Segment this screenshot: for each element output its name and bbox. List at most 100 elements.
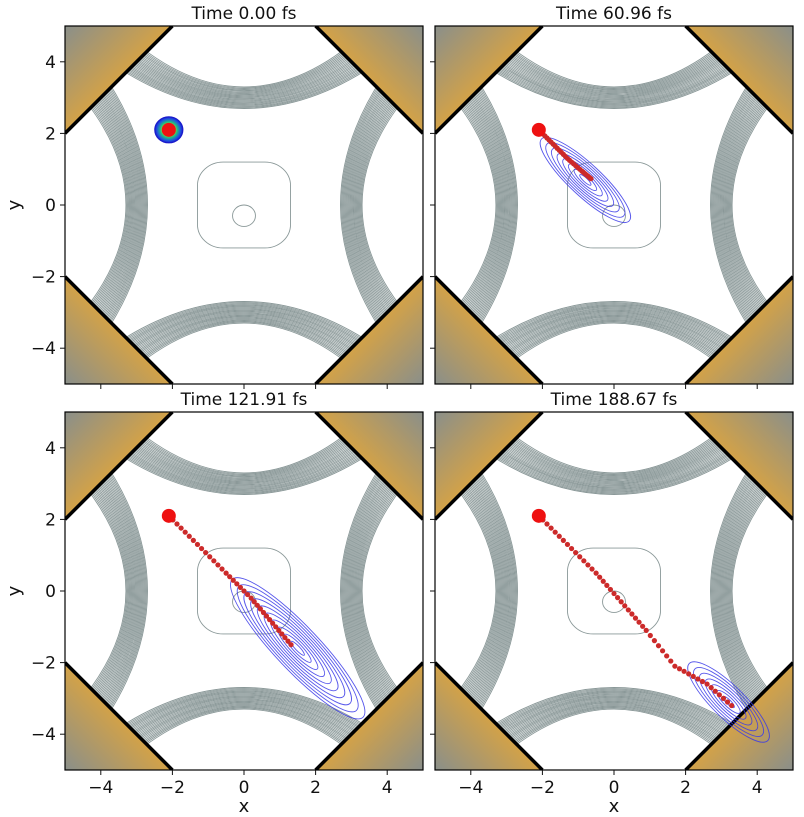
trajectory-point bbox=[244, 591, 251, 598]
start-point bbox=[161, 508, 176, 523]
trajectory-point bbox=[288, 642, 294, 648]
trajectory-point bbox=[708, 685, 714, 691]
y-tick-label: −4 bbox=[31, 339, 56, 359]
wave-packet-contour bbox=[283, 633, 312, 663]
wave-packet-contour bbox=[551, 147, 620, 213]
contour-bottom bbox=[483, 321, 745, 384]
trajectory-point bbox=[186, 533, 192, 539]
contour-top bbox=[111, 26, 377, 90]
panel-bottom-right: Time 188.67 fs −4 −2 0 2 4 x bbox=[430, 390, 794, 817]
contour-right bbox=[730, 460, 793, 722]
wave-packet-contour bbox=[539, 136, 632, 223]
contour-right bbox=[731, 462, 793, 720]
trajectory-point bbox=[614, 595, 621, 601]
wall-bottom-right-edge bbox=[684, 661, 793, 770]
wall-top-right-edge bbox=[684, 412, 793, 521]
contour-left bbox=[435, 460, 498, 722]
trajectory-point bbox=[676, 666, 683, 672]
trajectory-point bbox=[260, 609, 267, 616]
x-tick-label: 2 bbox=[310, 778, 321, 798]
wall-top-right-edge bbox=[314, 412, 423, 521]
trajectory-point bbox=[560, 537, 566, 543]
contour-right bbox=[360, 460, 423, 722]
wall-bottom-left-edge bbox=[65, 275, 174, 384]
start-point bbox=[161, 122, 176, 137]
wall-bottom-left-edge bbox=[435, 661, 544, 770]
contour-left bbox=[435, 76, 497, 334]
x-axis-label: x bbox=[609, 796, 620, 817]
contour-right bbox=[729, 72, 793, 338]
trajectory-point bbox=[686, 671, 692, 677]
wall-top-left-edge bbox=[65, 26, 174, 135]
start-point bbox=[531, 508, 546, 523]
wave-packet-contour bbox=[704, 678, 753, 726]
contour-left bbox=[65, 460, 128, 722]
contour-bottom bbox=[485, 708, 743, 770]
y-axis-label: y bbox=[4, 585, 25, 596]
y-tick-label: −2 bbox=[31, 268, 56, 288]
trajectory-point bbox=[632, 615, 639, 621]
panel-bottom-left: Time 121.91 fs 4 2 0 −2 −4 y bbox=[4, 390, 424, 775]
contour-left bbox=[435, 74, 498, 336]
y-axis-label: y bbox=[4, 199, 25, 210]
trajectory-point bbox=[230, 577, 236, 583]
trajectory-point bbox=[241, 588, 247, 594]
contour-top bbox=[113, 412, 375, 475]
contour-right bbox=[729, 458, 793, 724]
bottom-left-x-axis: −4 −2 0 2 4 x bbox=[88, 778, 392, 817]
contour-top bbox=[483, 26, 745, 89]
trajectory-point bbox=[203, 550, 209, 556]
trajectory-point bbox=[643, 627, 649, 633]
contour-bottom bbox=[483, 707, 745, 770]
contour-right bbox=[359, 72, 423, 338]
trajectory-point bbox=[581, 558, 587, 564]
y-tick-label: 0 bbox=[45, 196, 56, 216]
trajectory-point bbox=[611, 590, 617, 597]
wave-packet-contour bbox=[698, 672, 759, 732]
trajectory-point bbox=[182, 529, 188, 535]
trajectory-point bbox=[573, 550, 579, 556]
contour-right bbox=[360, 74, 423, 336]
contour-top bbox=[481, 412, 747, 476]
wall-top-left-edge bbox=[435, 26, 544, 135]
trajectory-point bbox=[729, 702, 735, 709]
trajectory-point bbox=[600, 578, 606, 584]
x-tick-label: 4 bbox=[752, 778, 763, 798]
contour-top bbox=[115, 412, 373, 474]
contour-right bbox=[730, 74, 793, 336]
wall-bottom-right-edge bbox=[314, 275, 423, 384]
trajectory-point bbox=[647, 632, 653, 639]
contour-top bbox=[115, 26, 373, 88]
contour-bottom bbox=[481, 706, 747, 770]
contour-center-square bbox=[567, 547, 661, 635]
contour-top bbox=[485, 412, 743, 474]
contour-left bbox=[65, 458, 129, 724]
trajectory-point bbox=[704, 681, 710, 687]
trajectory-point bbox=[556, 533, 562, 539]
trajectory-point bbox=[234, 581, 240, 587]
trajectory-point bbox=[625, 607, 631, 613]
trajectory-point bbox=[618, 599, 624, 605]
trajectory-point bbox=[668, 658, 674, 664]
trajectory-point bbox=[690, 673, 696, 680]
wall-top-left-edge bbox=[65, 412, 174, 521]
trajectory-point bbox=[254, 602, 260, 608]
trajectory-point bbox=[198, 545, 205, 552]
trajectory-point bbox=[629, 611, 635, 617]
trajectory-point bbox=[699, 678, 706, 685]
contour-top bbox=[113, 26, 375, 89]
wall-bottom-left-edge bbox=[65, 661, 174, 770]
trajectory-point bbox=[655, 643, 662, 649]
trajectory-point bbox=[695, 676, 701, 682]
trajectory-point bbox=[681, 668, 687, 674]
x-tick-label: −2 bbox=[160, 778, 185, 798]
trajectory-point bbox=[544, 521, 550, 527]
contour-left bbox=[435, 458, 499, 724]
contour-center bbox=[602, 204, 626, 227]
contour-bottom bbox=[111, 706, 377, 770]
panel-title: Time 188.67 fs bbox=[550, 390, 678, 410]
contour-bottom bbox=[113, 707, 375, 770]
contour-bottom bbox=[115, 322, 373, 384]
trajectory-point bbox=[720, 695, 727, 702]
wave-packet-contour bbox=[687, 661, 770, 743]
